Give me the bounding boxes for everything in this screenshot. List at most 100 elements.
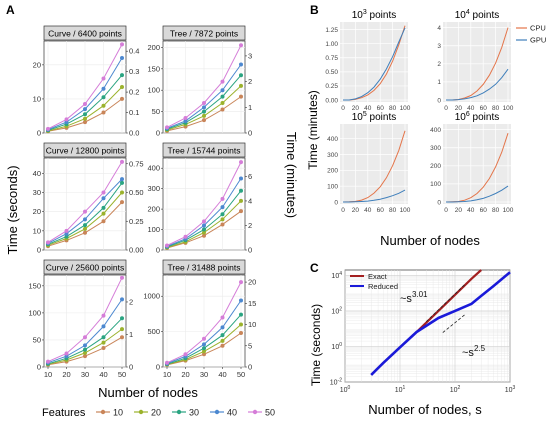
c-annot-exact-base: ~s <box>400 293 412 305</box>
b-plot-area <box>340 22 408 102</box>
a-y2tick-label: 0.0 <box>129 129 139 138</box>
panel-a-ylabel: Time (seconds) <box>5 165 20 254</box>
b-title-base: 10 <box>352 10 364 21</box>
a-subplot-title: Curve / 12800 points <box>46 146 124 156</box>
c-xtick-label: 103 <box>505 385 516 394</box>
legend-swatch-dot <box>252 409 258 415</box>
a-y2tick-label: 3 <box>248 51 252 60</box>
a-point-10 <box>101 346 106 351</box>
a-ytick-label: 0 <box>156 246 160 255</box>
c-ytick-label: 100 <box>331 342 342 351</box>
a-point-20 <box>239 198 243 203</box>
b-xtick-label: 100 <box>503 207 514 214</box>
a-point-50 <box>120 159 124 164</box>
b-ytick-label: 1 <box>437 79 441 86</box>
a-point-30 <box>220 94 225 99</box>
a-point-20 <box>101 103 106 108</box>
b-xtick-label: 20 <box>352 105 360 112</box>
a-subplot-3: Curve / 12800 points 0 10 20 30 40 0.00 0.25 0.5… <box>33 142 144 255</box>
b-ytick-label: 2 <box>437 61 441 68</box>
a-ytick-label: 500 <box>147 327 160 336</box>
a-point-20 <box>220 338 225 343</box>
a-point-10 <box>120 335 124 340</box>
c-xtick-exp: 1 <box>403 385 406 391</box>
a-xtick-label: 10 <box>163 370 171 379</box>
a-ytick-label: 0 <box>156 363 160 372</box>
a-point-20 <box>83 226 87 231</box>
b-xtick-label: 100 <box>400 105 411 112</box>
a-y2tick-label: 0 <box>248 363 252 372</box>
a-ytick-label: 150 <box>28 281 41 290</box>
b-xtick-label: 80 <box>389 207 397 214</box>
a-point-40 <box>202 105 206 110</box>
a-point-10 <box>220 343 225 348</box>
a-point-20 <box>220 101 225 106</box>
b-title-base: 10 <box>352 112 364 123</box>
a-point-50 <box>220 315 225 320</box>
b-ytick-label: 100 <box>430 181 441 188</box>
c-legend-label: Reduced <box>368 282 398 291</box>
b-xtick-label: 80 <box>492 105 500 112</box>
a-point-30 <box>101 335 106 340</box>
c-xtick-label: 102 <box>450 385 461 394</box>
b-ytick-label: 400 <box>327 136 338 143</box>
panel-a-y2label: Time (minutes) <box>284 132 299 218</box>
a-point-30 <box>220 333 225 338</box>
a-y2tick-label: 2 <box>248 77 252 86</box>
b-xtick-label: 100 <box>400 207 411 214</box>
a-point-10 <box>83 354 87 359</box>
a-xtick-label: 50 <box>118 370 126 379</box>
b-xtick-label: 60 <box>377 105 385 112</box>
b-series-GPU <box>446 185 509 203</box>
a-subplot-title: Tree / 7872 points <box>170 29 238 39</box>
c-ytick-base: 10 <box>331 308 339 315</box>
b-title-suffix: points <box>367 10 396 21</box>
c-xtick-base: 10 <box>505 387 513 394</box>
c-series-Reduced <box>370 271 511 376</box>
c-fit-exact-dashed <box>425 284 465 322</box>
b-xtick-label: 0 <box>341 105 345 112</box>
a-point-40 <box>83 343 87 348</box>
a-point-40 <box>220 205 225 210</box>
c-ytick-label: 104 <box>331 271 342 280</box>
a-point-30 <box>120 316 124 321</box>
a-point-50 <box>101 190 106 195</box>
a-ytick-label: 100 <box>147 225 160 234</box>
a-point-10 <box>101 219 106 224</box>
a-point-40 <box>83 217 87 222</box>
a-point-10 <box>120 200 124 205</box>
a-subplot-2: Tree / 7872 points 0 50 100 150 200 0 1 2 3 <box>147 25 252 138</box>
a-ytick-label: 100 <box>28 308 41 317</box>
b-title-suffix: points <box>367 112 396 123</box>
a-y2tick-label: 0.4 <box>129 47 139 56</box>
a-point-50 <box>64 117 69 122</box>
a-point-30 <box>83 112 87 117</box>
a-y2tick-label: 0.00 <box>129 246 144 255</box>
a-point-10 <box>239 209 243 214</box>
b-ytick-label: 0 <box>437 199 441 206</box>
a-ytick-label: 20 <box>33 60 41 69</box>
c-xtick-exp: 2 <box>458 385 461 391</box>
b-plot-area <box>340 124 408 204</box>
a-point-20 <box>101 211 106 216</box>
a-subplot-6: Tree / 31488 points 0 500 1000 0 5 10 15 20 10 20 3… <box>143 259 256 379</box>
a-point-50 <box>120 275 124 280</box>
a-y2tick-label: 0.25 <box>129 217 144 226</box>
a-point-50 <box>239 280 243 285</box>
a-strip <box>43 25 127 41</box>
a-point-20 <box>83 350 87 355</box>
a-point-10 <box>120 96 124 101</box>
b-xtick-label: 40 <box>467 207 475 214</box>
a-point-20 <box>120 85 124 89</box>
a-point-30 <box>83 347 87 352</box>
a-point-10 <box>202 118 206 123</box>
a-xtick-label: 30 <box>81 370 89 379</box>
c-xtick-label: 100 <box>340 385 351 394</box>
a-point-40 <box>101 196 106 201</box>
b-series-GPU <box>446 68 509 101</box>
a-point-40 <box>101 86 106 91</box>
